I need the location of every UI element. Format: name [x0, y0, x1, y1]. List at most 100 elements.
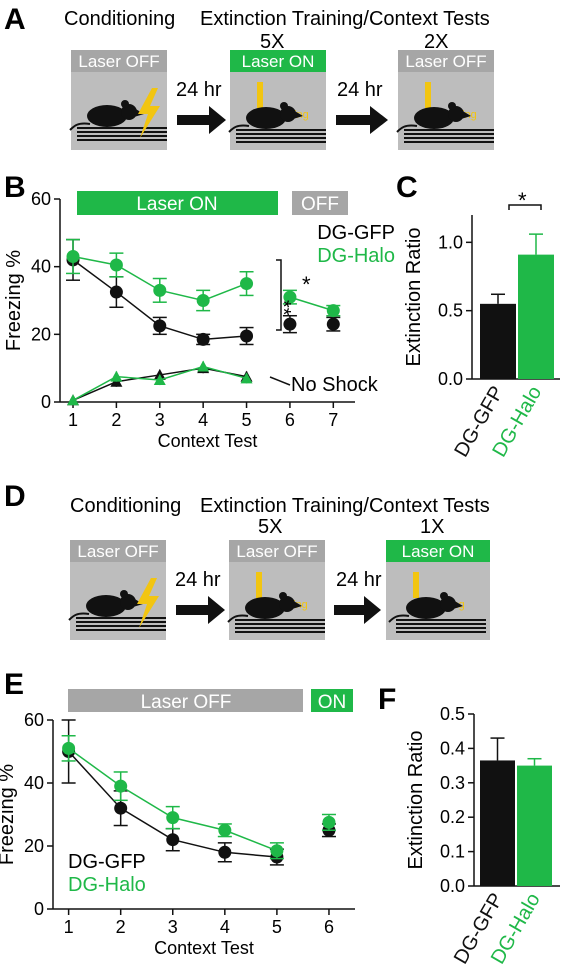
no-shock-halo-point — [110, 370, 123, 382]
x-tick-label: 6 — [285, 410, 295, 430]
y-tick-label: 0.3 — [440, 773, 465, 793]
laser-off-label: OFF — [301, 194, 339, 215]
x-tick-label: 6 — [324, 917, 334, 937]
y-tick-label: 60 — [31, 189, 51, 209]
significance-bracket-b — [276, 259, 282, 331]
bar-dg-halo — [517, 765, 552, 886]
reps-label-a2: 2X — [424, 31, 448, 53]
gfp-data-point — [240, 329, 254, 343]
x-tick-label: 1 — [68, 410, 78, 430]
x-tick-label: 5 — [272, 917, 282, 937]
interval-label-a1: 24 hr — [176, 79, 222, 101]
laser-off-label-e: Laser OFF — [141, 692, 232, 713]
legend-gfp-e: DG-GFP — [68, 851, 146, 873]
y-tick-label: 0.0 — [438, 369, 463, 389]
box-header-d2: Laser OFF — [236, 542, 317, 561]
panel-label-b: B — [4, 171, 26, 204]
x-tick-label: 2 — [116, 917, 126, 937]
x-tick-label: 3 — [168, 917, 178, 937]
halo-data-point — [283, 290, 297, 304]
x-tick-label: 5 — [242, 410, 252, 430]
x-tick-label: 2 — [111, 410, 121, 430]
legend-gfp-b: DG-GFP — [317, 222, 395, 244]
laser-on-bar — [77, 191, 278, 215]
x-axis-label: Context Test — [154, 938, 254, 958]
y-tick-label: 0.2 — [440, 807, 465, 827]
box-header-a1: Laser OFF — [78, 52, 159, 71]
box-header-d1: Laser OFF — [77, 542, 158, 561]
reps-label-a1: 5X — [260, 31, 284, 53]
y-tick-label: 60 — [24, 710, 44, 730]
halo-data-point — [109, 258, 123, 272]
y-tick-label: 20 — [31, 324, 51, 344]
no-shock-label: No Shock — [291, 374, 379, 396]
significance-star-c: * — [518, 188, 527, 213]
panel-label-e: E — [4, 668, 24, 701]
y-axis-label: Freezing % — [0, 764, 18, 865]
arrow-right-icon — [176, 596, 225, 624]
laser-on-label: Laser ON — [136, 194, 217, 215]
y-tick-label: 1.0 — [438, 232, 463, 252]
no-shock-halo-point — [67, 394, 80, 406]
reps-label-d2: 1X — [420, 516, 444, 538]
y-axis-label: Freezing % — [3, 250, 25, 351]
x-tick-label: 7 — [328, 410, 338, 430]
legend-halo-b: DG-Halo — [317, 245, 395, 267]
bar-dg-halo — [518, 254, 554, 379]
halo-data-point — [153, 283, 167, 297]
y-tick-label: 0.0 — [440, 876, 465, 896]
halo-data-point — [240, 277, 254, 291]
conditioning-heading-d: Conditioning — [70, 495, 181, 517]
extinction-heading-a: Extinction Training/Context Tests — [200, 8, 490, 30]
interval-label-d1: 24 hr — [175, 569, 221, 591]
halo-data-point — [62, 741, 76, 755]
alert-exclamation-icon — [425, 82, 431, 108]
y-tick-label: 0.5 — [440, 704, 465, 724]
panel-label-c: C — [396, 171, 418, 204]
context-box-a3: Laser OFF Freezing — [396, 50, 495, 150]
no-shock-pointer — [269, 376, 291, 386]
y-tick-label: 0 — [34, 899, 44, 919]
significance-star-day6: * — [302, 272, 311, 297]
interval-label-d2: 24 hr — [336, 569, 382, 591]
halo-data-point — [166, 811, 180, 825]
context-box-d3: Laser ON Freezing — [386, 540, 490, 640]
x-tick-label: 3 — [155, 410, 165, 430]
laser-off-bar-e — [68, 689, 303, 712]
y-tick-label: 40 — [31, 257, 51, 277]
box-header-d3: Laser ON — [402, 542, 475, 561]
no-shock-halo-point — [153, 374, 166, 386]
alert-exclamation-icon — [413, 572, 419, 598]
context-box-a1: Laser OFF — [69, 50, 168, 150]
no-shock-halo-point — [240, 372, 253, 384]
laser-off-bar — [292, 191, 348, 215]
laser-on-bar-e — [311, 689, 353, 712]
context-box-a2: Laser ON Freezing — [228, 50, 327, 150]
shock-bolt-icon — [138, 88, 160, 138]
y-axis-label: Extinction Ratio — [403, 228, 425, 367]
halo-data-point — [196, 294, 210, 307]
panel-label-a: A — [4, 3, 26, 36]
plot-e: 0 20 40 60 1 2 3 4 5 6 Context Test Freezing % — [0, 710, 355, 958]
y-tick-label: 0.1 — [440, 842, 465, 862]
halo-data-point — [218, 823, 232, 837]
x-tick-label: 4 — [220, 917, 230, 937]
halo-series-line — [289, 296, 334, 312]
panel-label-d: D — [4, 480, 26, 513]
laser-on-label-e: ON — [318, 692, 347, 713]
alert-exclamation-icon — [256, 572, 262, 598]
gfp-data-point — [326, 317, 340, 331]
bar-dg-gfp — [480, 303, 516, 379]
x-axis-label: Context Test — [158, 431, 258, 451]
gfp-data-point — [218, 845, 232, 859]
gfp-data-point — [283, 317, 297, 331]
conditioning-heading-a: Conditioning — [64, 8, 175, 30]
interval-label-a2: 24 hr — [337, 79, 383, 101]
significance-bracket-c — [508, 204, 542, 210]
y-tick-label: 0.4 — [440, 738, 465, 758]
gfp-data-point — [196, 332, 210, 346]
x-tick-label: 4 — [198, 410, 208, 430]
context-box-d1: Laser OFF — [68, 540, 167, 640]
